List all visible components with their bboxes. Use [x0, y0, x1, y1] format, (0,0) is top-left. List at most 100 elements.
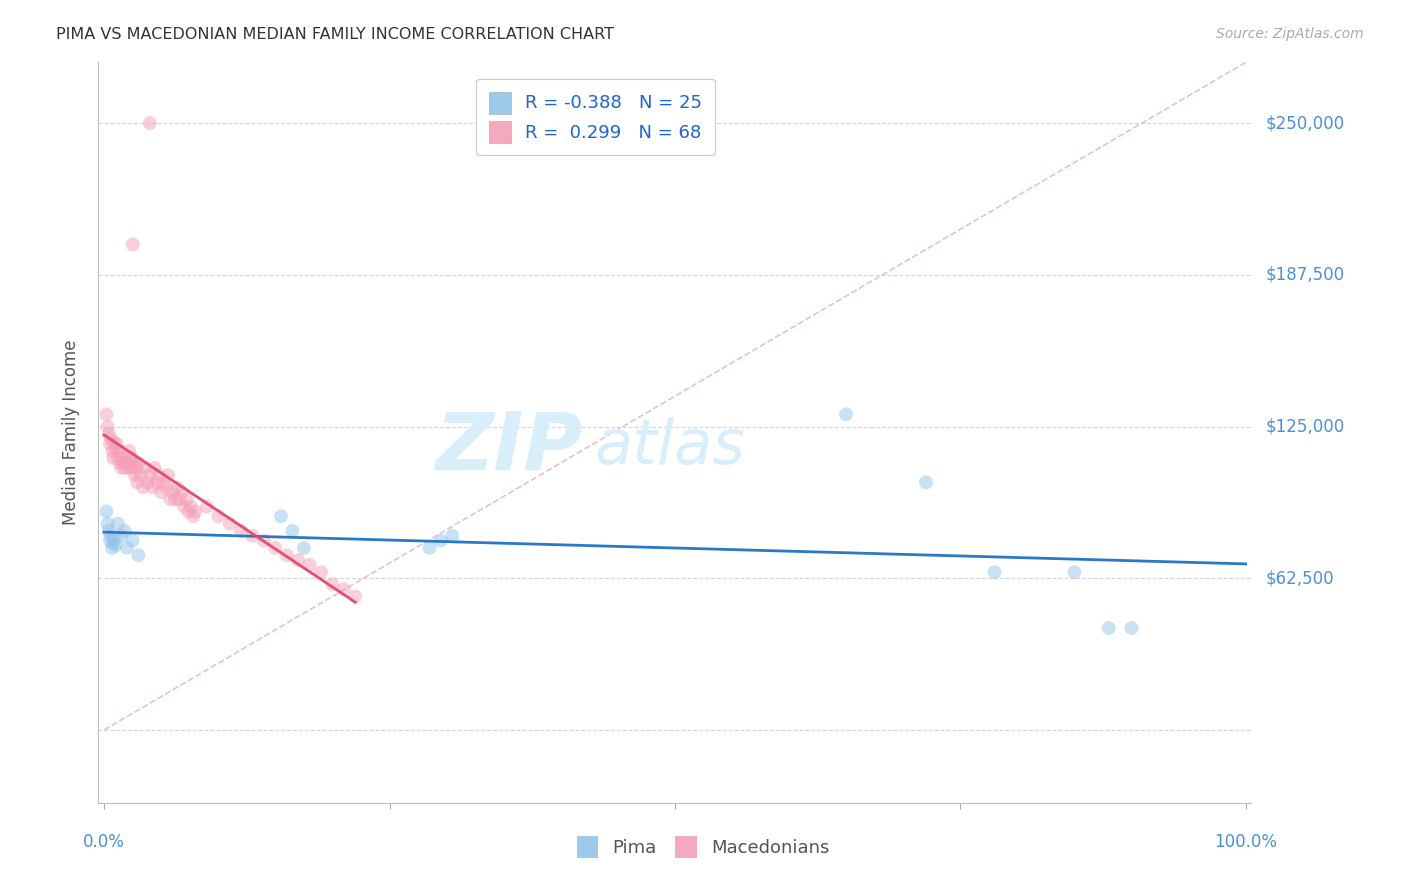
Point: [122, 456, 145, 470]
Point: [441, 529, 464, 543]
Point: [218, 516, 240, 531]
Point: [292, 541, 315, 555]
Point: [1121, 621, 1143, 635]
Point: [184, 504, 207, 518]
Point: [150, 485, 173, 500]
Point: [111, 451, 134, 466]
Point: [159, 492, 181, 507]
Text: Source: ZipAtlas.com: Source: ZipAtlas.com: [1216, 27, 1364, 41]
Point: [139, 468, 162, 483]
Point: [103, 531, 125, 545]
Point: [287, 553, 309, 567]
Point: [97, 426, 120, 441]
Point: [1063, 565, 1085, 579]
Point: [173, 500, 195, 514]
Point: [127, 475, 149, 490]
Point: [270, 509, 292, 524]
Point: [114, 460, 136, 475]
Point: [100, 432, 122, 446]
Point: [155, 480, 177, 494]
Point: [107, 516, 129, 531]
Legend: R = -0.388   N = 25, R =  0.299   N = 68: R = -0.388 N = 25, R = 0.299 N = 68: [477, 78, 714, 155]
Point: [281, 524, 304, 538]
Point: [177, 504, 200, 518]
Point: [298, 558, 321, 572]
Point: [983, 565, 1005, 579]
Point: [121, 533, 143, 548]
Point: [418, 541, 440, 555]
Point: [107, 451, 129, 466]
Point: [145, 475, 167, 490]
Point: [132, 480, 155, 494]
Point: [100, 529, 122, 543]
Point: [162, 485, 184, 500]
Point: [117, 460, 139, 475]
Point: [112, 456, 135, 470]
Point: [141, 480, 163, 494]
Point: [176, 492, 198, 507]
Point: [121, 460, 143, 475]
Point: [121, 451, 143, 466]
Point: [163, 492, 186, 507]
Point: [139, 116, 162, 130]
Point: [105, 436, 128, 450]
Point: [129, 468, 152, 483]
Point: [96, 408, 118, 422]
Point: [101, 541, 124, 555]
Point: [98, 436, 121, 450]
Point: [114, 451, 136, 466]
Point: [96, 516, 118, 531]
Point: [333, 582, 356, 597]
Point: [430, 533, 453, 548]
Text: $125,000: $125,000: [1265, 417, 1344, 435]
Point: [127, 548, 149, 562]
Text: 100.0%: 100.0%: [1215, 833, 1277, 851]
Point: [114, 524, 136, 538]
Point: [915, 475, 938, 490]
Point: [166, 480, 188, 494]
Point: [121, 237, 143, 252]
Point: [321, 577, 343, 591]
Point: [157, 468, 180, 483]
Point: [242, 529, 264, 543]
Text: $62,500: $62,500: [1265, 569, 1334, 587]
Point: [110, 529, 132, 543]
Point: [127, 456, 149, 470]
Point: [276, 548, 298, 562]
Point: [115, 456, 138, 470]
Point: [170, 485, 193, 500]
Point: [136, 475, 159, 490]
Point: [96, 504, 118, 518]
Point: [98, 533, 121, 548]
Text: $250,000: $250,000: [1265, 114, 1344, 132]
Point: [134, 460, 156, 475]
Point: [835, 408, 858, 422]
Text: atlas: atlas: [595, 417, 745, 477]
Point: [120, 456, 142, 470]
Point: [264, 541, 287, 555]
Text: $187,500: $187,500: [1265, 266, 1344, 284]
Point: [110, 460, 132, 475]
Point: [180, 500, 202, 514]
Point: [118, 443, 141, 458]
Point: [103, 436, 125, 450]
Legend: Pima, Macedonians: Pima, Macedonians: [569, 829, 837, 865]
Point: [148, 468, 170, 483]
Point: [104, 443, 127, 458]
Point: [103, 536, 125, 550]
Y-axis label: Median Family Income: Median Family Income: [62, 340, 80, 525]
Point: [181, 509, 204, 524]
Point: [169, 492, 191, 507]
Point: [207, 509, 229, 524]
Point: [108, 456, 131, 470]
Point: [103, 451, 125, 466]
Text: 0.0%: 0.0%: [83, 833, 125, 851]
Point: [124, 468, 146, 483]
Point: [253, 533, 276, 548]
Point: [309, 565, 332, 579]
Text: PIMA VS MACEDONIAN MEDIAN FAMILY INCOME CORRELATION CHART: PIMA VS MACEDONIAN MEDIAN FAMILY INCOME …: [56, 27, 614, 42]
Point: [229, 524, 252, 538]
Point: [125, 460, 148, 475]
Point: [115, 541, 138, 555]
Point: [152, 475, 174, 490]
